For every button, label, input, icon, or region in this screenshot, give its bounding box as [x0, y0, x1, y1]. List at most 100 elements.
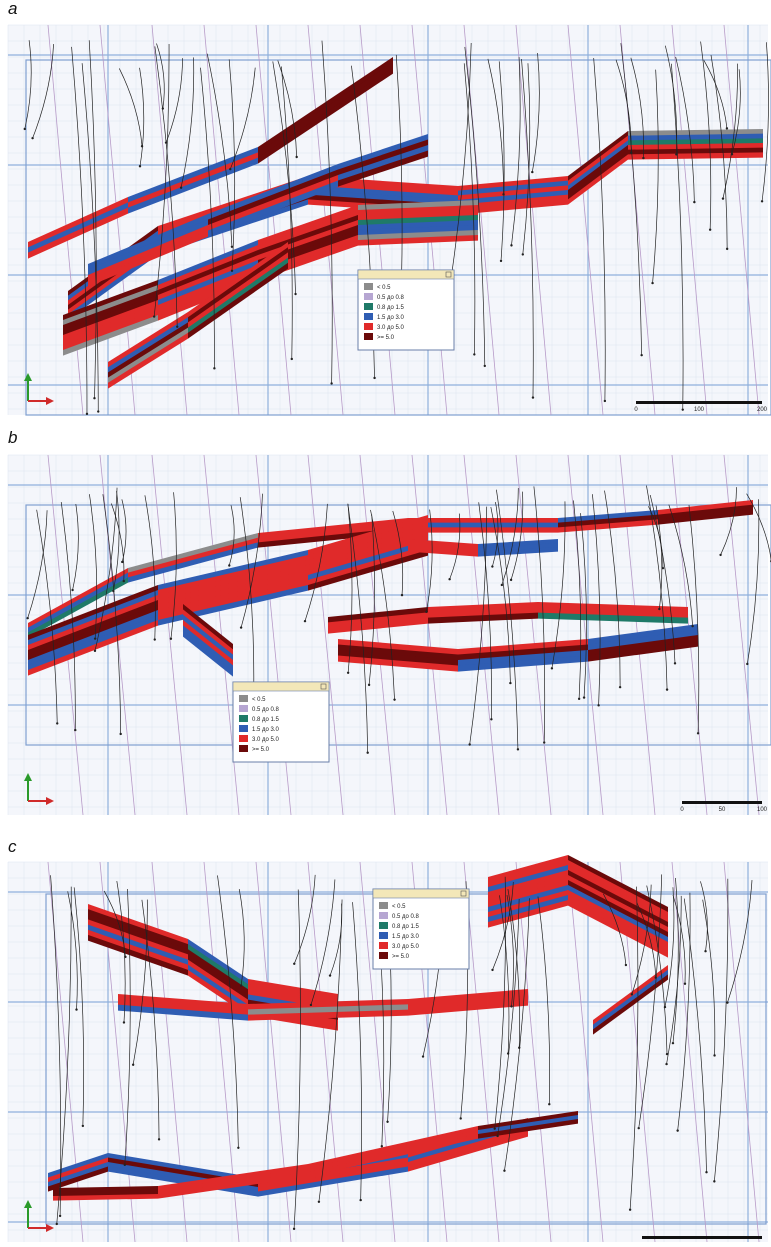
ore-strip	[88, 914, 188, 956]
drill-hole	[478, 502, 492, 720]
legend-label: < 0.5	[377, 285, 391, 291]
ore-strip	[258, 1157, 408, 1188]
drill-end	[153, 638, 156, 641]
drill-hole	[700, 881, 708, 952]
ore-strip	[188, 242, 288, 318]
ore-strip	[408, 994, 528, 1011]
ore-strip	[458, 180, 568, 196]
ore-strip	[28, 202, 128, 254]
legend-label: < 0.5	[392, 904, 406, 910]
ore-strip	[48, 1157, 108, 1183]
section-line	[515, 861, 552, 1243]
ore-strip	[183, 609, 233, 656]
drill-hole	[352, 902, 362, 1201]
ore-strip	[258, 210, 358, 251]
ore-strip	[558, 519, 658, 533]
drill-hole	[668, 504, 693, 627]
drill-hole	[630, 57, 644, 159]
drill-hole	[652, 69, 659, 284]
drill-hole	[426, 509, 433, 612]
drill-hole	[672, 894, 686, 984]
scale-bar	[682, 801, 762, 804]
drill-end	[230, 245, 234, 249]
drill-hole	[469, 506, 488, 745]
ore-strip	[188, 954, 248, 1001]
drill-hole	[703, 60, 728, 129]
scale-label: 100	[757, 807, 768, 813]
legend-label: 1.5 до 3.0	[252, 727, 280, 733]
ore-strip	[308, 550, 428, 591]
drill-end	[169, 637, 173, 640]
ore-strip	[568, 149, 628, 200]
drill-end	[176, 325, 179, 329]
ore-strip	[408, 527, 558, 533]
ore-strip	[258, 1166, 408, 1197]
scale-label: 0	[680, 807, 684, 813]
drill-end	[500, 583, 504, 587]
drill-hole	[722, 63, 738, 199]
drill-end	[237, 1146, 240, 1149]
drill-hole	[677, 892, 691, 1131]
drill-end	[719, 553, 722, 557]
ore-strip	[183, 630, 233, 677]
ore-strip	[458, 199, 568, 215]
ore-strip	[128, 542, 258, 583]
drill-end	[681, 408, 684, 411]
ore-strip	[188, 257, 288, 334]
drill-end	[230, 269, 234, 272]
ore-strip	[308, 530, 428, 571]
ore-strip	[568, 875, 668, 933]
drill-hole	[492, 881, 514, 971]
ore-strip	[118, 1004, 248, 1021]
drill-end	[491, 565, 494, 568]
drill-hole	[463, 63, 476, 355]
panel: < 0.5 0.5 до 0.8 0.8 до 1.5 1.5 до 3.0 3.0 д…	[7, 24, 771, 416]
drill-end	[448, 578, 451, 581]
drill-end	[651, 281, 654, 285]
drill-hole	[683, 898, 707, 1173]
ore-strip	[248, 984, 338, 1005]
drill-hole	[593, 58, 606, 401]
drill-hole	[72, 504, 79, 591]
drill-end	[630, 151, 633, 154]
legend-label: 0.5 до 0.8	[377, 295, 405, 301]
drill-hole	[592, 494, 601, 706]
ore-strip	[28, 595, 158, 651]
ore-strip	[28, 600, 158, 656]
ore-strip	[358, 220, 478, 231]
ore-strip	[568, 895, 668, 953]
ore-strip	[358, 235, 478, 246]
drill-end	[31, 136, 34, 140]
legend-label: 1.5 до 3.0	[377, 315, 405, 321]
ore-strip	[158, 250, 258, 296]
ore-strip	[88, 219, 208, 276]
ore-strip	[183, 614, 233, 661]
drill-hole	[89, 494, 98, 639]
drill-hole	[631, 884, 652, 995]
panel-label: a	[8, 0, 17, 18]
drill-hole	[180, 57, 195, 188]
drill-hole	[615, 59, 632, 153]
ore-strip	[568, 140, 628, 191]
drill-end	[239, 626, 243, 629]
drill-hole	[321, 40, 333, 384]
drill-hole	[73, 887, 85, 1126]
drill-hole	[675, 56, 695, 203]
drill-end	[93, 649, 97, 653]
ore-strip	[88, 919, 188, 961]
drill-end	[663, 1005, 667, 1009]
section-line	[723, 861, 760, 1243]
ore-strip	[568, 860, 668, 918]
drill-end	[671, 1041, 675, 1045]
drill-hole	[499, 895, 510, 1054]
drill-end	[317, 1200, 321, 1203]
legend-swatch	[364, 293, 373, 300]
legend-label: >= 5.0	[252, 747, 270, 753]
section-line	[567, 861, 604, 1243]
legend-swatch	[239, 745, 248, 752]
drill-end	[293, 962, 296, 966]
ore-strip	[408, 518, 558, 524]
ore-strip	[63, 285, 158, 326]
ore-strip	[338, 139, 428, 176]
